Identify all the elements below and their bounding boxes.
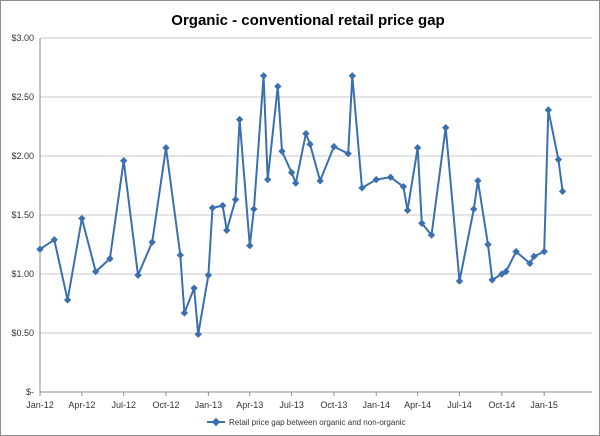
x-tick-label: Jan-12 (26, 400, 54, 410)
y-tick-label: $2.00 (11, 151, 34, 161)
legend-marker-swatch (211, 417, 221, 427)
x-tick-label: Jul-13 (279, 400, 304, 410)
legend: Retail price gap between organic and non… (207, 417, 406, 427)
data-point-marker (474, 177, 482, 185)
data-point-marker (413, 144, 422, 152)
data-point-marker (442, 124, 450, 132)
data-point-marker (264, 175, 272, 184)
x-tick-label: Jan-13 (195, 400, 223, 410)
data-point-marker (204, 271, 213, 279)
data-point-marker (403, 206, 412, 214)
y-axis-ticks: $- $0.50 $1.00 $1.50 $2.00 $2.50 $3.00 (11, 33, 34, 397)
y-tick-label: $2.50 (11, 92, 34, 102)
chart-title: Organic - conventional retail price gap (171, 12, 444, 29)
data-point-marker (554, 155, 563, 164)
data-point-marker (162, 144, 170, 152)
data-point-marker (330, 142, 338, 151)
series-line (39, 74, 564, 336)
x-tick-label: Oct-13 (320, 400, 347, 410)
data-point-marker (306, 140, 314, 148)
data-point-marker (399, 183, 408, 191)
x-tick-label: Apr-12 (68, 400, 95, 410)
data-point-marker (502, 267, 510, 276)
data-point-marker (544, 106, 552, 114)
data-point-marker (540, 247, 548, 256)
data-point-marker (470, 205, 478, 213)
data-point-marker (386, 173, 395, 181)
data-point-marker (287, 168, 296, 177)
y-tick-label: $0.50 (11, 328, 34, 338)
data-point-marker (63, 296, 72, 304)
x-tick-label: Oct-14 (488, 400, 515, 410)
data-point-marker (106, 255, 114, 263)
data-point-marker (176, 251, 184, 259)
x-tick-label: Jan-14 (362, 400, 390, 410)
data-point-marker (530, 252, 538, 261)
x-tick-label: Jul-14 (447, 400, 472, 410)
data-point-marker (190, 284, 198, 292)
axes (39, 38, 592, 393)
data-point-marker (194, 330, 202, 338)
gridlines (40, 37, 592, 334)
data-point-marker (316, 177, 324, 185)
data-point-marker (274, 82, 282, 91)
data-point-marker (302, 129, 310, 138)
x-axis-ticks: Jan-12 Apr-12 Jul-12 Oct-12 Jan-13 Apr-13 Jul-… (26, 392, 558, 410)
data-point-marker (455, 277, 464, 285)
x-tick-label: Jan-15 (530, 400, 558, 410)
x-tick-label: Apr-14 (404, 400, 431, 410)
data-point-marker (484, 240, 492, 249)
x-tick-label: Oct-12 (153, 400, 180, 410)
data-point-marker (250, 205, 258, 213)
data-point-marker (180, 309, 189, 317)
y-tick-label: $- (26, 387, 34, 397)
data-point-marker (488, 276, 496, 284)
data-point-marker (259, 72, 268, 80)
data-point-marker (91, 267, 100, 276)
y-tick-label: $3.00 (11, 33, 34, 43)
data-point-marker (246, 241, 254, 250)
data-point-marker (120, 157, 128, 165)
data-point-marker (148, 238, 156, 246)
x-tick-label: Apr-13 (236, 400, 263, 410)
data-point-marker (235, 115, 244, 124)
series-group (36, 72, 567, 338)
data-point-marker (558, 187, 567, 196)
y-tick-label: $1.00 (11, 269, 34, 279)
data-point-marker (78, 214, 86, 223)
data-point-marker (278, 147, 286, 155)
y-tick-label: $1.50 (11, 210, 34, 220)
legend-label: Retail price gap between organic and non… (229, 418, 406, 427)
data-point-marker (292, 179, 300, 187)
data-point-marker (208, 204, 217, 212)
data-point-marker (348, 72, 357, 80)
data-point-marker (218, 201, 227, 210)
x-tick-label: Jul-12 (111, 400, 136, 410)
data-point-marker (231, 195, 240, 204)
data-point-marker (223, 226, 231, 234)
data-point-marker (134, 271, 142, 279)
data-point-marker (526, 259, 534, 268)
